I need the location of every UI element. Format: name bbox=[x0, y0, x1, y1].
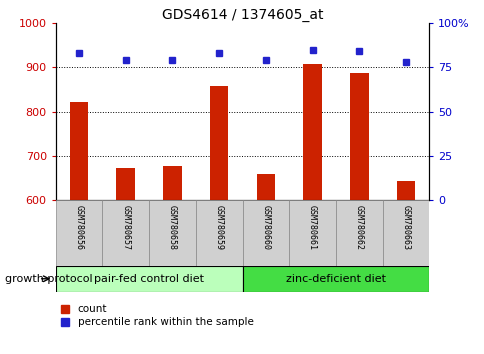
Bar bbox=[302, 64, 321, 200]
Bar bbox=[256, 174, 274, 200]
Bar bbox=[242, 200, 288, 266]
Text: GSM780658: GSM780658 bbox=[167, 205, 177, 250]
Text: GSM780662: GSM780662 bbox=[354, 205, 363, 250]
Bar bbox=[163, 166, 182, 200]
Text: GSM780657: GSM780657 bbox=[121, 205, 130, 250]
Title: GDS4614 / 1374605_at: GDS4614 / 1374605_at bbox=[162, 8, 322, 22]
Bar bbox=[396, 181, 414, 200]
Bar bbox=[349, 73, 368, 200]
Legend: count, percentile rank within the sample: count, percentile rank within the sample bbox=[61, 304, 253, 327]
Text: GSM780661: GSM780661 bbox=[307, 205, 317, 250]
Text: pair-fed control diet: pair-fed control diet bbox=[94, 274, 204, 284]
Bar bbox=[70, 102, 88, 200]
Bar bbox=[56, 266, 242, 292]
Text: growth protocol: growth protocol bbox=[5, 274, 92, 284]
Bar bbox=[149, 200, 196, 266]
Text: GSM780660: GSM780660 bbox=[261, 205, 270, 250]
Bar bbox=[56, 200, 102, 266]
Bar bbox=[102, 200, 149, 266]
Bar bbox=[242, 266, 428, 292]
Bar bbox=[116, 168, 135, 200]
Bar bbox=[288, 200, 335, 266]
Bar bbox=[382, 200, 428, 266]
Text: GSM780656: GSM780656 bbox=[75, 205, 83, 250]
Text: GSM780659: GSM780659 bbox=[214, 205, 223, 250]
Bar bbox=[196, 200, 242, 266]
Bar bbox=[210, 86, 228, 200]
Text: GSM780663: GSM780663 bbox=[401, 205, 409, 250]
Bar bbox=[335, 200, 382, 266]
Text: zinc-deficient diet: zinc-deficient diet bbox=[285, 274, 385, 284]
